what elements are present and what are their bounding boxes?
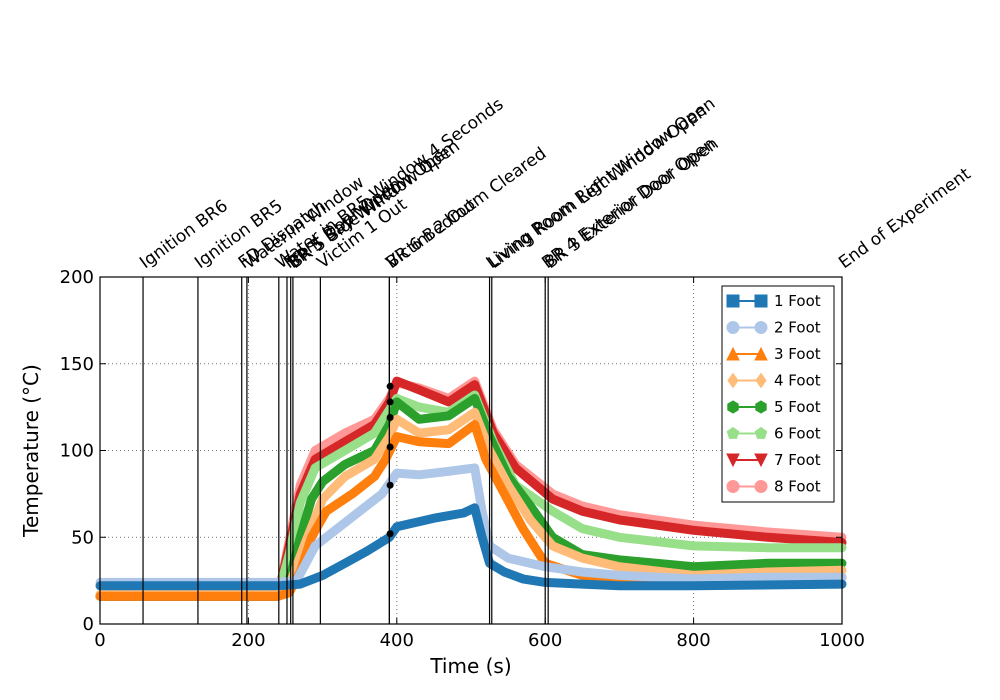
series-group [95,376,847,601]
legend-entry: 5 Foot [727,398,821,416]
series-line [95,463,847,587]
legend-marker [754,294,768,308]
x-tick-label: 800 [676,630,710,651]
legend-label: 6 Foot [774,425,821,443]
y-tick-label: 100 [60,441,94,462]
legend-label: 3 Foot [774,345,821,363]
legend: 1 Foot 2 Foot 3 Foot 4 Foot 5 Foot 6 Foot 7 Fo… [721,285,835,503]
legend-marker [726,453,740,468]
event-marker [386,530,394,538]
legend-marker [754,346,768,361]
x-tick-label: 200 [231,630,265,651]
x-tick-label: 600 [528,630,562,651]
legend-marker [727,372,739,389]
legend-marker [754,426,768,439]
event-markers [386,382,394,538]
event-marker [386,481,394,489]
event-label: End of Experiment [835,164,975,273]
legend-entry: 6 Foot [726,425,821,443]
y-axis-label: Temperature (°C) [19,364,43,538]
legend-label: 2 Foot [774,319,821,337]
axis-ticks: 0 200 400 600 800 1000 0 50 100 150 200 [60,267,865,651]
legend-marker [726,480,740,493]
legend-marker [726,321,740,334]
x-tick-label: 1000 [819,630,865,651]
legend-marker [755,372,767,389]
x-tick-label: 400 [380,630,414,651]
legend-label: 8 Foot [774,478,821,496]
x-tick-label: 0 [94,630,105,651]
series-line [95,407,847,599]
legend-entry: 3 Foot [726,345,821,363]
legend-marker [726,426,740,439]
legend-label: 1 Foot [774,292,821,310]
event-marker [386,398,394,406]
event-marker [386,443,394,451]
legend-marker [727,400,739,414]
y-tick-label: 150 [60,354,94,375]
legend-marker [726,294,740,308]
series-line [95,393,847,601]
legend-entry: 2 Foot [726,319,821,337]
legend-box [721,285,835,503]
legend-label: 5 Foot [774,398,821,416]
legend-entry: 8 Foot [726,478,821,496]
legend-marker [754,321,768,334]
legend-label: 4 Foot [774,372,821,390]
legend-label: 7 Foot [774,451,821,469]
y-tick-label: 50 [71,527,94,548]
legend-entry: 4 Foot [727,372,821,390]
legend-entry: 7 Foot [726,451,821,469]
x-axis-label: Time (s) [429,654,511,678]
event-marker [386,414,394,422]
event-marker [386,382,394,390]
legend-marker [754,480,768,493]
series-line [95,503,847,591]
legend-entry: 1 Foot [726,292,821,310]
event-label: Living Room Left Window Open [485,101,711,273]
legend-marker [754,453,768,468]
y-tick-label: 0 [83,614,94,635]
legend-marker [755,400,767,414]
legend-marker [726,346,740,361]
y-tick-label: 200 [60,267,94,288]
